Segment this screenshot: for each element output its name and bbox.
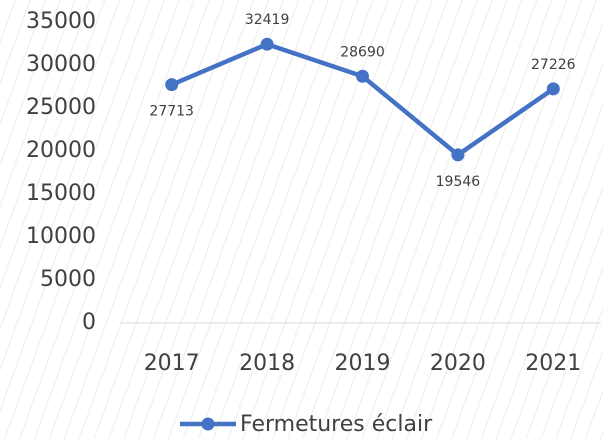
y-tick-label: 5000 [40,267,96,292]
x-tick-label: 2020 [430,351,486,376]
legend-label: Fermetures éclair [240,412,433,437]
x-tick-label: 2017 [144,351,200,376]
data-label: 27713 [149,104,194,120]
x-tick-label: 2018 [239,351,295,376]
y-tick-label: 25000 [26,95,96,120]
data-label: 32419 [245,12,290,28]
y-tick-label: 0 [82,310,96,335]
y-tick-label: 15000 [26,181,96,206]
y-tick-label: 10000 [26,224,96,249]
y-tick-label: 35000 [26,9,96,34]
x-tick-label: 2019 [335,351,391,376]
point [451,148,465,162]
point [260,37,274,51]
legend-marker [201,417,215,431]
point [165,78,179,92]
x-tick-label: 2021 [525,351,581,376]
data-label: 27226 [531,57,576,73]
data-label: 19546 [436,174,481,190]
y-tick-label: 20000 [26,138,96,163]
point [356,69,369,83]
y-tick-label: 30000 [26,52,96,77]
data-label: 28690 [340,44,385,60]
point [546,82,560,96]
